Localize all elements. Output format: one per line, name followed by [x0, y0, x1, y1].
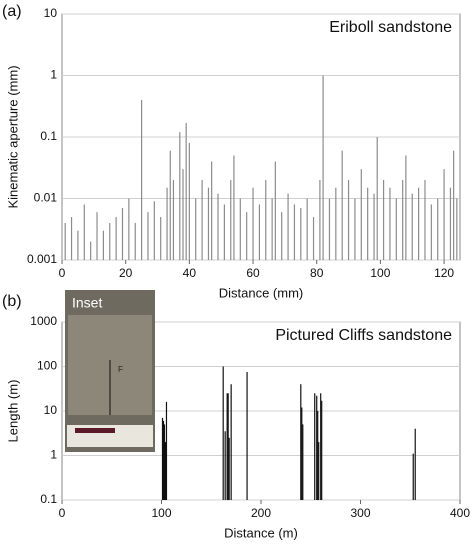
x-tick-label: 60	[246, 266, 260, 280]
x-tick-label: 40	[183, 266, 197, 280]
inset-photo: Inset F	[65, 290, 155, 452]
x-tick-label: 120	[434, 266, 454, 280]
y-axis-label: Kinematic aperture (mm)	[5, 65, 20, 208]
y-tick-label: 0.1	[40, 129, 57, 143]
chart-title: Pictured Cliffs sandstone	[275, 327, 452, 344]
x-tick-label: 400	[450, 506, 470, 520]
x-axis-label: Distance (mm)	[219, 285, 304, 300]
y-tick-label: 10	[44, 403, 58, 417]
y-tick-label: 0.01	[34, 191, 58, 205]
y-tick-label: 10	[44, 6, 58, 20]
x-tick-label: 100	[151, 506, 171, 520]
x-tick-label: 20	[119, 266, 133, 280]
title-bg	[285, 16, 457, 38]
y-tick-label: 1	[50, 448, 57, 462]
x-tick-label: 200	[251, 506, 271, 520]
x-tick-label: 0	[59, 266, 66, 280]
panel-label: (a)	[2, 3, 22, 20]
y-tick-label: 0.001	[27, 252, 57, 266]
x-tick-label: 0	[59, 506, 66, 520]
x-axis-label: Distance (m)	[224, 525, 298, 540]
y-tick-label: 100	[37, 359, 57, 373]
x-tick-label: 80	[310, 266, 324, 280]
y-tick-label: 1	[50, 68, 57, 82]
scale-bar-segment	[75, 428, 115, 433]
x-tick-label: 100	[370, 266, 390, 280]
y-axis-label: Length (m)	[5, 380, 20, 443]
inset-label: Inset	[72, 295, 102, 311]
inset-marker: F	[118, 365, 123, 374]
x-tick-label: 300	[350, 506, 370, 520]
title-bg	[285, 324, 457, 346]
chart-title: Eriboll sandstone	[329, 19, 452, 36]
y-tick-label: 0.1	[40, 492, 57, 506]
y-tick-label: 1000	[30, 314, 57, 328]
panel-label: (b)	[2, 293, 22, 310]
